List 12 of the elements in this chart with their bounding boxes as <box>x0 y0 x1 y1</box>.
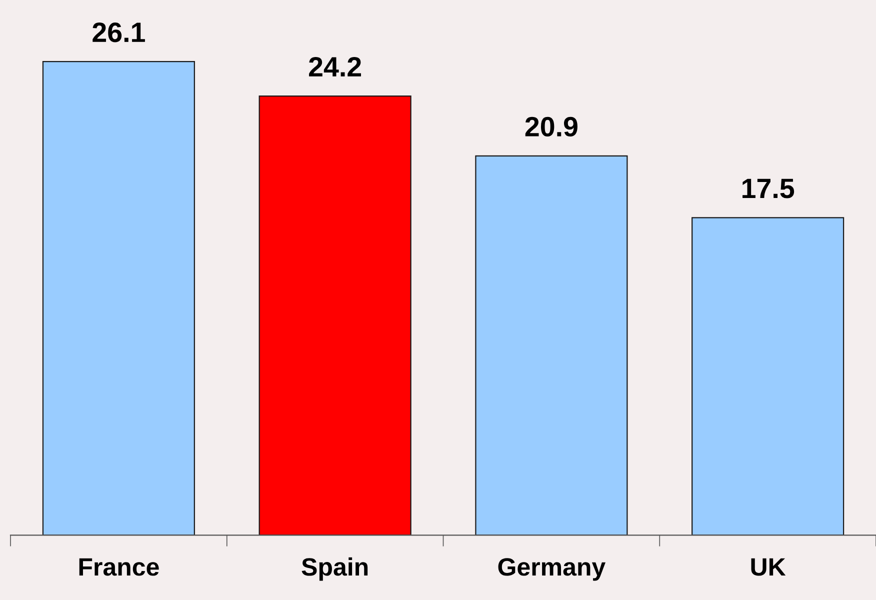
x-tick-label: Germany <box>498 558 606 581</box>
bar <box>42 61 195 536</box>
x-tick-label: Spain <box>302 557 368 581</box>
data-label: 17.5 <box>742 178 794 198</box>
data-label: 24.2 <box>309 57 361 76</box>
x-tick-label: France <box>79 558 159 576</box>
bar <box>692 217 844 536</box>
x-tick-label: UK <box>751 558 786 576</box>
bar <box>258 95 412 536</box>
data-label: 26.1 <box>92 22 145 42</box>
bar <box>475 155 628 536</box>
data-label: 20.9 <box>525 116 578 137</box>
